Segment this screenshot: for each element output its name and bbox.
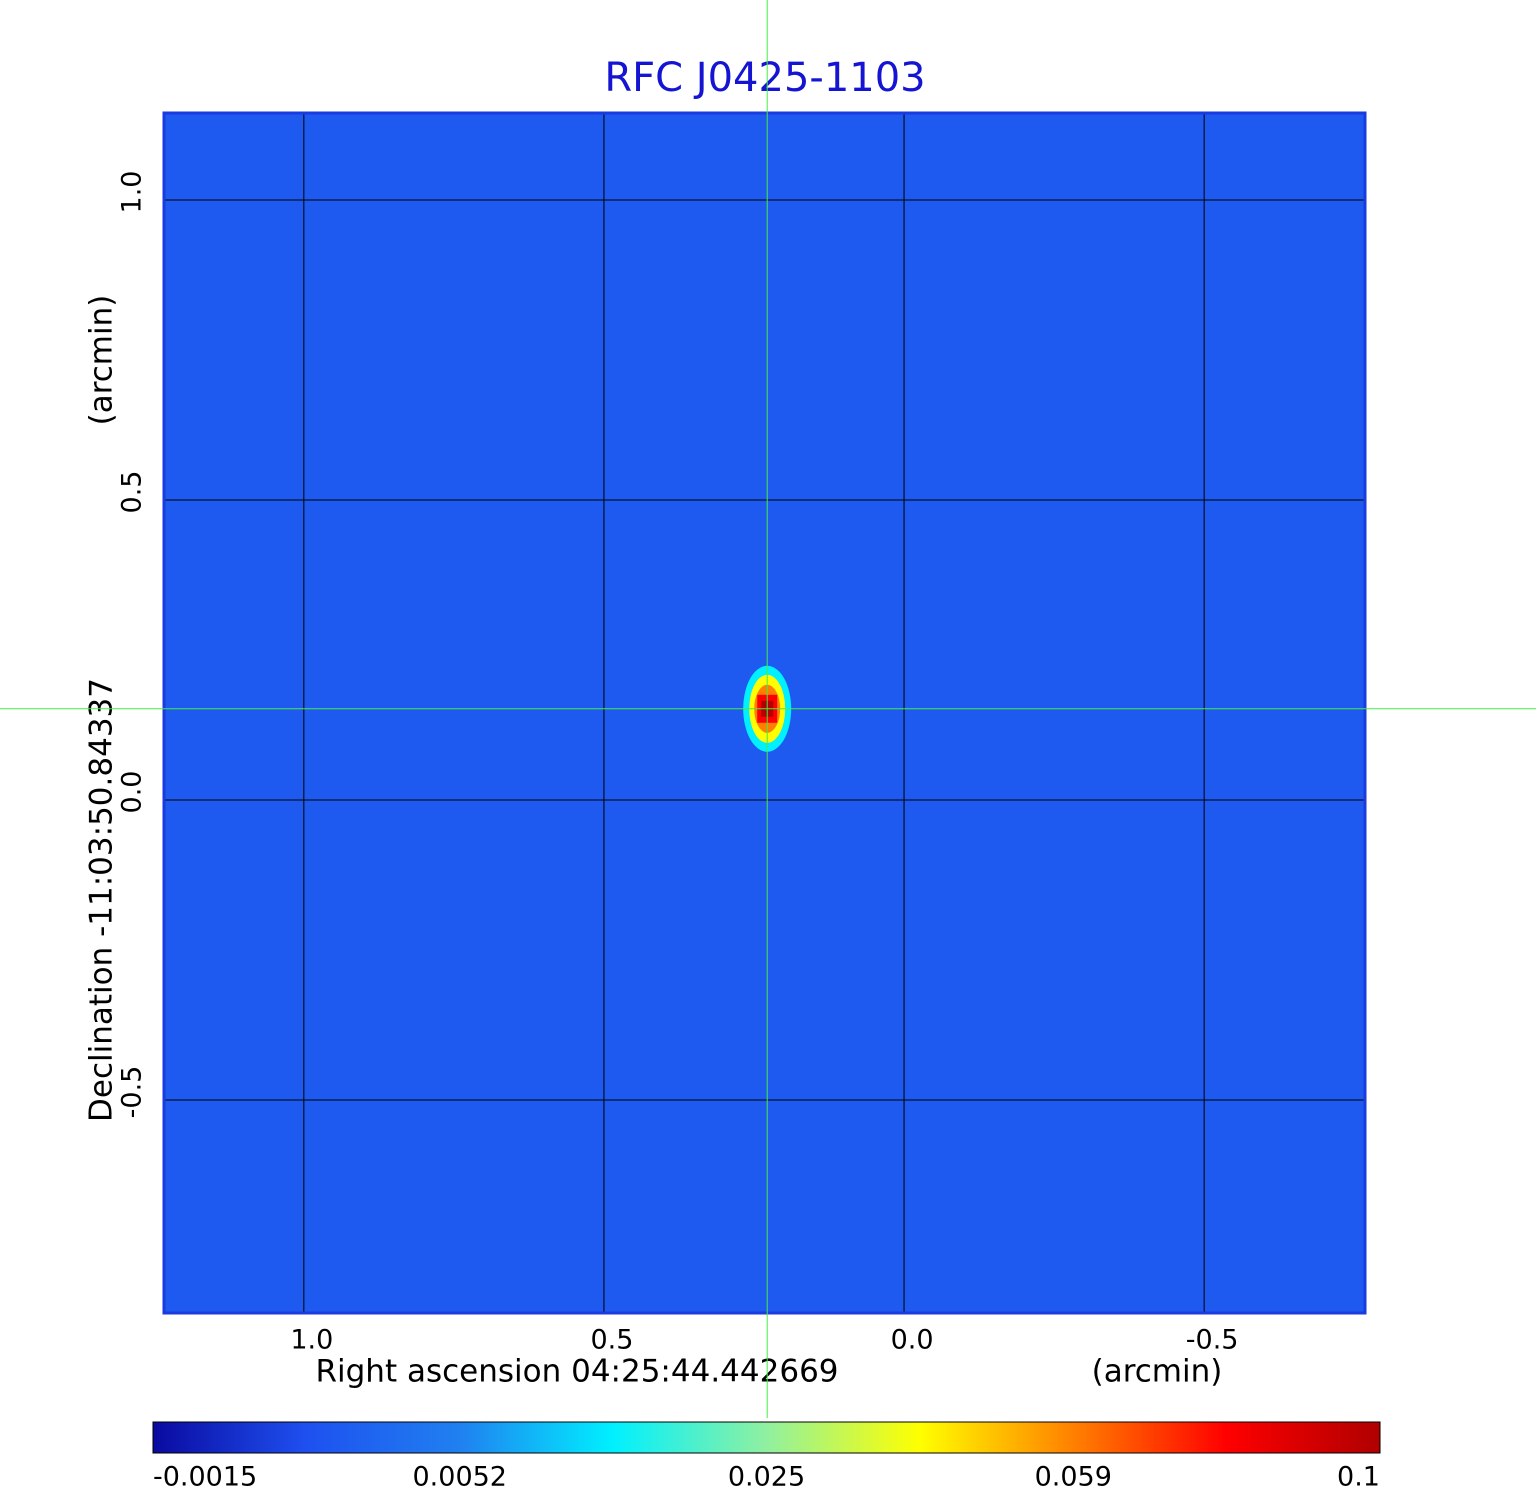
colorbar-tick-label: 0.1 xyxy=(1337,1462,1380,1493)
colorbar-tick-label: 0.025 xyxy=(728,1462,805,1493)
x-tick-label: 0.0 xyxy=(891,1325,934,1356)
x-axis-unit: (arcmin) xyxy=(1092,1354,1223,1390)
x-tick-label: 0.5 xyxy=(590,1325,633,1356)
y-axis-label: Declination -11:03:50.84337 xyxy=(84,678,120,1122)
plot-border xyxy=(162,111,1367,1315)
y-tick-label: 0.0 xyxy=(117,771,148,814)
y-tick-label: 1.0 xyxy=(117,171,148,214)
x-tick-label: 1.0 xyxy=(290,1325,333,1356)
y-tick-label: 0.5 xyxy=(117,471,148,514)
y-axis-unit: (arcmin) xyxy=(84,295,120,426)
x-axis-label: Right ascension 04:25:44.442669 xyxy=(315,1354,838,1390)
colorbar xyxy=(152,1421,1381,1454)
colorbar-tick-label: 0.0052 xyxy=(413,1462,507,1493)
chart-title: RFC J0425-1103 xyxy=(604,55,925,101)
colorbar-tick-label: -0.0015 xyxy=(153,1462,257,1493)
x-tick-label: -0.5 xyxy=(1186,1325,1239,1356)
colorbar-tick-label: 0.059 xyxy=(1035,1462,1112,1493)
y-tick-label: -0.5 xyxy=(117,1066,148,1119)
